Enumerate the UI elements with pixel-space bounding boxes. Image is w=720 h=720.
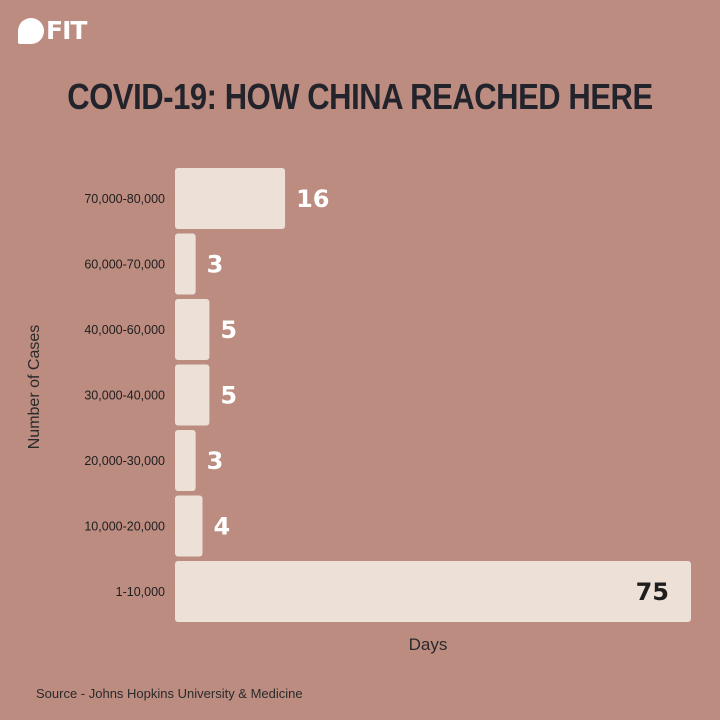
logo-text: FIT [46,16,87,45]
value-label: 3 [207,447,224,475]
source-note: Source - Johns Hopkins University & Medi… [36,686,303,701]
bars-group: 70,000-80,000 16 60,000-70,000 3 40,000-60,0… [84,168,691,622]
value-label: 16 [296,185,329,213]
category-label: 30,000-40,000 [84,389,165,403]
bar-5 [175,430,196,491]
value-label: 5 [220,382,237,410]
bar-3 [175,299,210,360]
bar-1 [175,168,286,229]
category-label: 70,000-80,000 [84,192,165,206]
y-axis-label: Number of Cases [26,325,43,450]
value-label: 4 [214,513,231,541]
logo-speech-bubble-icon [18,18,44,44]
bar-2 [175,233,196,295]
value-label: 3 [207,251,224,279]
chart-title: COVID-19: HOW CHINA REACHED HERE [67,76,653,117]
value-label: 5 [220,316,237,344]
category-label: 40,000-60,000 [84,323,165,337]
x-axis-label: Days [409,635,448,654]
category-label: 60,000-70,000 [84,258,165,272]
category-label: 10,000-20,000 [84,520,165,534]
category-label: 1-10,000 [116,585,165,599]
bar-7 [175,561,691,622]
bar-6 [175,495,203,557]
fit-logo: FIT [18,16,87,45]
value-label: 75 [636,578,669,606]
category-label: 20,000-30,000 [84,454,165,468]
bar-4 [175,364,210,426]
